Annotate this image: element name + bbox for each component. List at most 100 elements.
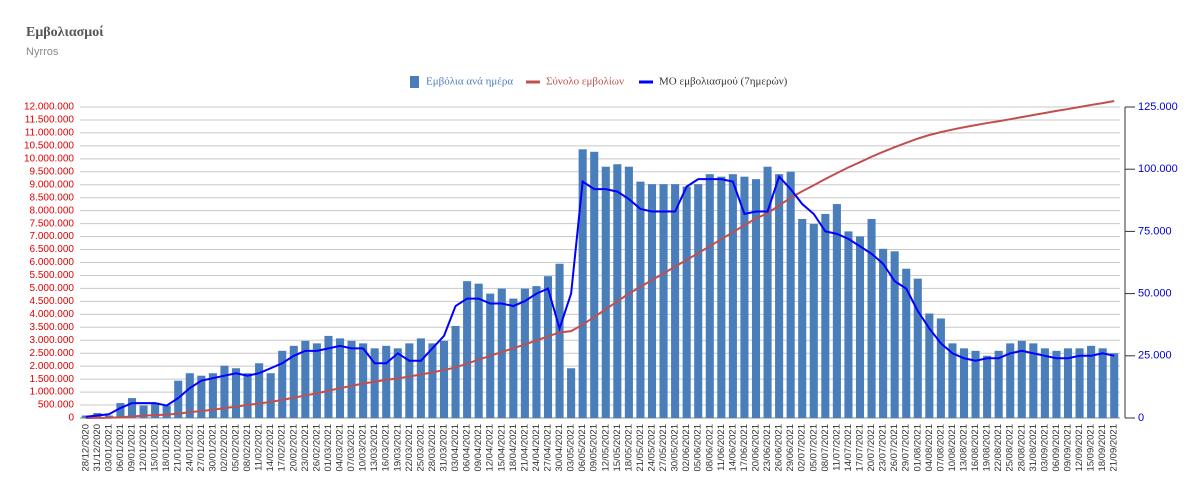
bar [1017, 340, 1026, 418]
bar [647, 184, 657, 418]
x-tick-label: 16/03/2021 [381, 424, 392, 472]
x-tick-label: 07/03/2021 [346, 424, 357, 472]
y-tick-label: 2.000.000 [30, 361, 75, 372]
bar [127, 398, 137, 418]
bar [717, 176, 726, 418]
x-tick-label: 21/09/2021 [1109, 424, 1120, 472]
bar [879, 248, 888, 418]
legend-label: ΜΟ εμβολιασμού (7ημερών) [659, 76, 788, 88]
y-tick-label: 9.000.000 [30, 179, 75, 190]
y-tick-label: 0 [68, 413, 74, 424]
x-tick-label: 20/06/2021 [751, 424, 762, 472]
y-tick-label: 1.000.000 [30, 387, 75, 398]
bar [751, 179, 761, 418]
bar [289, 345, 298, 418]
y-tick-label: 5.500.000 [30, 270, 75, 281]
x-tick-label: 19/08/2021 [982, 424, 993, 472]
bar [197, 375, 206, 418]
x-tick-label: 02/07/2021 [797, 424, 808, 472]
bar [231, 368, 241, 418]
bar [601, 166, 610, 418]
bar [705, 174, 714, 418]
x-tick-label: 08/07/2021 [820, 424, 831, 472]
bar [671, 184, 680, 418]
x-tick-label: 25/08/2021 [1005, 424, 1016, 472]
x-tick-label: 27/04/2021 [543, 424, 554, 472]
x-tick-label: 05/07/2021 [808, 424, 819, 472]
legend-swatch [410, 76, 419, 88]
y-tick-label: 11.000.000 [25, 128, 75, 139]
x-tick-label: 10/08/2021 [947, 424, 958, 472]
x-tick-label: 20/07/2021 [866, 424, 877, 472]
x-tick-label: 28/12/2020 [80, 424, 91, 472]
bar [1110, 353, 1119, 418]
bar [497, 288, 506, 418]
x-tick-label: 11/06/2021 [716, 424, 727, 471]
bar [913, 278, 922, 418]
y-tick-label: 500.000 [38, 400, 75, 411]
y2-tick-label: 100.000 [1138, 163, 1178, 175]
y-tick-label: 9.500.000 [30, 166, 75, 177]
x-tick-label: 18/05/2021 [623, 424, 634, 472]
x-tick-label: 31/12/2020 [92, 424, 103, 472]
x-tick-label: 04/03/2021 [335, 424, 346, 472]
bar [509, 298, 518, 418]
y-tick-label: 1.500.000 [30, 374, 75, 385]
bar [682, 186, 691, 418]
x-tick-label: 22/08/2021 [993, 424, 1004, 472]
x-tick-label: 15/09/2021 [1086, 424, 1097, 472]
x-tick-label: 09/01/2021 [127, 424, 138, 472]
bar [590, 151, 599, 418]
bar [81, 415, 90, 418]
bar [1087, 345, 1096, 418]
x-tick-label: 15/04/2021 [496, 424, 507, 472]
bar [116, 403, 125, 418]
bar [370, 348, 379, 418]
x-tick-label: 14/06/2021 [727, 424, 738, 472]
x-tick-label: 26/02/2021 [311, 424, 322, 472]
x-tick-label: 25/03/2021 [415, 424, 426, 472]
x-tick-label: 23/02/2021 [300, 424, 311, 472]
y2-tick-label: 25.000 [1138, 350, 1172, 362]
bar [185, 373, 194, 418]
y-tick-label: 5.000.000 [30, 283, 75, 294]
bar [763, 166, 772, 418]
bar [520, 288, 529, 418]
bar [659, 184, 668, 418]
x-tick-label: 09/04/2021 [473, 424, 484, 472]
chart-title: Εμβολιασμοί [26, 25, 104, 40]
bar [474, 283, 483, 418]
bar [983, 355, 992, 418]
y2-tick-label: 75.000 [1138, 225, 1172, 237]
bar [925, 313, 934, 418]
bar [740, 176, 749, 418]
chart-subtitle: Nyrros [26, 46, 59, 58]
x-tick-label: 04/08/2021 [924, 424, 935, 472]
bar [775, 174, 784, 418]
x-tick-label: 18/01/2021 [161, 424, 172, 472]
x-tick-label: 03/04/2021 [450, 424, 461, 472]
bar [266, 373, 275, 418]
bar [324, 335, 333, 418]
bar [162, 405, 171, 418]
x-tick-label: 05/02/2021 [231, 424, 242, 472]
bar [613, 164, 622, 418]
bar [243, 373, 252, 418]
bar [382, 345, 391, 418]
x-tick-label: 19/03/2021 [392, 424, 403, 472]
x-tick-label: 10/03/2021 [358, 424, 369, 472]
x-tick-label: 02/02/2021 [219, 424, 230, 472]
bar [1075, 348, 1084, 418]
bar [393, 348, 402, 418]
x-tick-label: 06/04/2021 [462, 424, 473, 472]
bar [994, 350, 1003, 418]
x-tick-label: 27/01/2021 [196, 424, 207, 472]
x-tick-label: 26/07/2021 [889, 424, 900, 472]
x-tick-label: 17/07/2021 [855, 424, 866, 472]
x-tick-label: 18/04/2021 [508, 424, 519, 472]
x-tick-label: 15/01/2021 [150, 424, 161, 472]
y-tick-label: 6.500.000 [30, 244, 75, 255]
bar [959, 348, 969, 418]
x-tick-label: 23/06/2021 [762, 424, 773, 472]
y-tick-label: 7.500.000 [30, 218, 75, 229]
